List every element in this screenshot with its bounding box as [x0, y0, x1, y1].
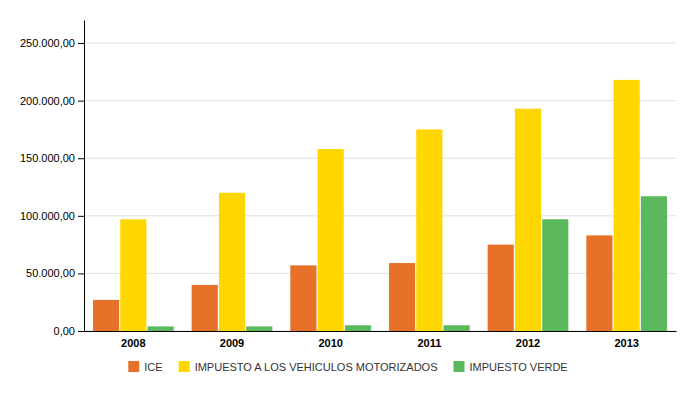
legend-label: IMPUESTO VERDE	[470, 361, 568, 373]
x-tick: 2010	[318, 331, 342, 349]
plot: 0,00 50.000,00 100.000,00 150.000,00 200.000…	[20, 21, 677, 349]
x-tick: 2008	[121, 331, 145, 349]
chart: 0,00 50.000,00 100.000,00 150.000,00 200.000…	[0, 0, 696, 401]
bar	[444, 325, 470, 331]
x-axis-line	[85, 331, 677, 332]
legend-swatch	[179, 361, 190, 372]
y-tick: 0,00	[54, 325, 84, 337]
y-tick-mark	[78, 43, 84, 44]
legend-item: IMPUESTO VERDE	[454, 361, 568, 373]
x-tick-label: 2011	[417, 337, 441, 349]
y-tick: 250.000,00	[20, 37, 84, 49]
y-tick-label: 250.000,00	[20, 37, 75, 49]
x-tick-label: 2012	[516, 337, 540, 349]
bar	[641, 196, 667, 331]
y-tick-label: 0,00	[54, 325, 75, 337]
x-tick: 2012	[516, 331, 540, 349]
bar	[389, 263, 415, 331]
bar-series	[120, 80, 640, 331]
grid-line	[84, 158, 676, 159]
y-axis: 0,00 50.000,00 100.000,00 150.000,00 200.000…	[20, 21, 85, 338]
bar	[290, 265, 316, 331]
x-axis: 2008 2009 2010 2011 2012 2013	[85, 331, 677, 349]
bar	[93, 300, 119, 331]
bar	[542, 219, 568, 331]
legend-item: ICE	[128, 361, 162, 373]
bar	[120, 219, 146, 331]
x-tick: 2013	[614, 331, 638, 349]
x-tick-label: 2013	[614, 337, 638, 349]
legend-label: IMPUESTO A LOS VEHICULOS MOTORIZADOS	[195, 361, 438, 373]
y-tick: 150.000,00	[20, 152, 84, 164]
x-tick: 2009	[220, 331, 244, 349]
grid	[84, 43, 676, 331]
bar	[488, 245, 514, 331]
bar	[586, 235, 612, 331]
y-axis-line	[84, 21, 85, 332]
bar-series	[148, 196, 668, 331]
bar	[345, 325, 371, 331]
bar	[318, 149, 344, 331]
bar	[416, 129, 442, 331]
y-tick: 50.000,00	[26, 267, 84, 279]
y-tick-mark	[78, 331, 84, 332]
y-tick-mark	[78, 158, 84, 159]
x-tick: 2011	[417, 331, 441, 349]
legend-item: IMPUESTO A LOS VEHICULOS MOTORIZADOS	[179, 361, 438, 373]
bar	[192, 285, 218, 331]
legend: ICE IMPUESTO A LOS VEHICULOS MOTORIZADOS I…	[128, 361, 567, 373]
y-tick-label: 50.000,00	[26, 267, 75, 279]
y-tick: 200.000,00	[20, 95, 84, 107]
y-tick-label: 200.000,00	[20, 95, 75, 107]
bar	[219, 193, 245, 331]
y-tick: 100.000,00	[20, 210, 84, 222]
bars	[93, 80, 667, 331]
grid-line	[84, 43, 676, 44]
y-tick-mark	[78, 101, 84, 102]
y-tick-label: 100.000,00	[20, 210, 75, 222]
legend-swatch	[454, 361, 465, 372]
legend-swatch	[128, 361, 139, 372]
y-tick-mark	[78, 216, 84, 217]
x-tick-label: 2008	[121, 337, 145, 349]
y-tick-mark	[78, 273, 84, 274]
bar	[246, 326, 272, 331]
x-tick-label: 2010	[318, 337, 342, 349]
y-tick-label: 150.000,00	[20, 152, 75, 164]
grid-line	[84, 100, 676, 101]
grid-line	[84, 215, 676, 216]
bar	[515, 109, 541, 331]
legend-label: ICE	[144, 361, 162, 373]
x-tick-label: 2009	[220, 337, 244, 349]
bar	[148, 326, 174, 331]
bar	[614, 80, 640, 331]
